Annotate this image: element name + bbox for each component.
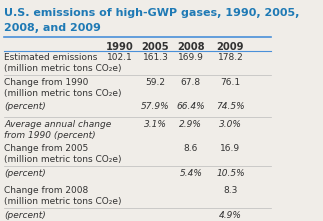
Text: 2009: 2009	[217, 42, 244, 52]
Text: (percent): (percent)	[4, 103, 46, 111]
Text: 178.2: 178.2	[218, 53, 243, 62]
Text: 4.9%: 4.9%	[219, 211, 242, 220]
Text: 2.9%: 2.9%	[180, 120, 202, 129]
Text: 74.5%: 74.5%	[216, 103, 245, 111]
Text: 102.1: 102.1	[107, 53, 133, 62]
Text: 1990: 1990	[106, 42, 134, 52]
Text: 8.3: 8.3	[223, 186, 238, 195]
Text: 2005: 2005	[141, 42, 169, 52]
Text: Change from 1990
(million metric tons CO₂e): Change from 1990 (million metric tons CO…	[4, 78, 122, 98]
Text: 57.9%: 57.9%	[141, 103, 170, 111]
Text: 59.2: 59.2	[145, 78, 165, 87]
Text: 161.3: 161.3	[142, 53, 168, 62]
Text: Change from 2008
(million metric tons CO₂e): Change from 2008 (million metric tons CO…	[4, 186, 122, 206]
Text: U.S. emissions of high-GWP gases, 1990, 2005,: U.S. emissions of high-GWP gases, 1990, …	[4, 8, 299, 18]
Text: 76.1: 76.1	[220, 78, 241, 87]
Text: Change from 2005
(million metric tons CO₂e): Change from 2005 (million metric tons CO…	[4, 144, 122, 164]
Text: 3.0%: 3.0%	[219, 120, 242, 129]
Text: 2008: 2008	[177, 42, 205, 52]
Text: 66.4%: 66.4%	[177, 103, 205, 111]
Text: Average annual change
from 1990 (percent): Average annual change from 1990 (percent…	[4, 120, 111, 140]
Text: 67.8: 67.8	[181, 78, 201, 87]
Text: 169.9: 169.9	[178, 53, 204, 62]
Text: 3.1%: 3.1%	[144, 120, 167, 129]
Text: 8.6: 8.6	[184, 144, 198, 153]
Text: (percent): (percent)	[4, 211, 46, 220]
Text: (percent): (percent)	[4, 169, 46, 178]
Text: Estimated emissions
(million metric tons CO₂e): Estimated emissions (million metric tons…	[4, 53, 122, 73]
Text: 10.5%: 10.5%	[216, 169, 245, 178]
Text: 5.4%: 5.4%	[180, 169, 202, 178]
Text: 2008, and 2009: 2008, and 2009	[4, 23, 101, 33]
Text: 16.9: 16.9	[220, 144, 241, 153]
